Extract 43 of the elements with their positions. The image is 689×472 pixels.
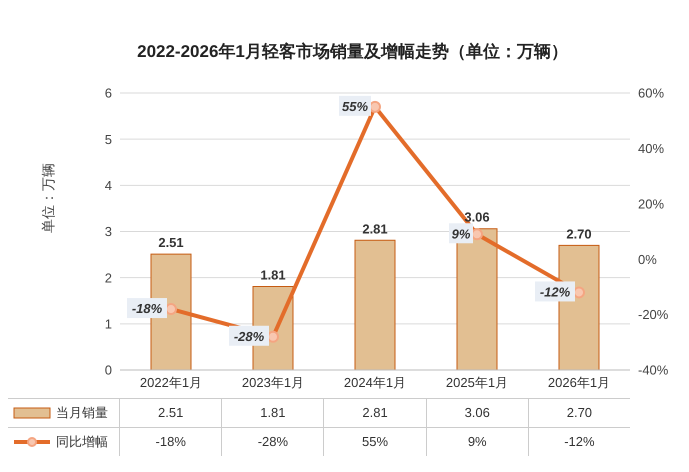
y2-tick-label: 60% xyxy=(638,86,664,101)
data-label: 3.06 xyxy=(426,399,528,427)
data-label: 1.81 xyxy=(221,399,324,427)
x-tick-label: 2025年1月 xyxy=(446,375,508,390)
y2-tick-label: -40% xyxy=(638,362,669,378)
data-label: 2.81 xyxy=(323,399,426,427)
legend-label: 当月销量 xyxy=(56,404,108,422)
data-label: -18% xyxy=(119,428,222,456)
y-tick-label: 6 xyxy=(104,86,112,101)
text: 9% xyxy=(452,226,470,242)
text: 2.51 xyxy=(158,235,184,250)
y-tick-label: 1 xyxy=(104,316,112,332)
text: -12% xyxy=(540,284,570,300)
y-tick-label: 3 xyxy=(104,224,112,240)
chart-title: 2022-2026年1月轻客市场销量及增幅走势（单位：万辆） xyxy=(136,41,569,63)
data-label: 2.51 xyxy=(119,399,222,427)
text: 55% xyxy=(342,98,368,114)
x-tick-label: 2026年1月 xyxy=(548,375,610,390)
y-tick-label: 2 xyxy=(104,270,112,286)
x-tick-label: 2023年1月 xyxy=(242,375,304,390)
data-label: 9% xyxy=(426,428,528,456)
y-tick-label: 4 xyxy=(104,178,112,193)
text: 2.70 xyxy=(566,226,592,242)
text: 2.81 xyxy=(362,221,388,236)
y-axis-title: 单位：万辆 xyxy=(40,163,56,233)
y2-tick-label: 0% xyxy=(638,252,658,267)
text: 3.06 xyxy=(464,210,490,225)
y2-tick-label: -20% xyxy=(638,307,669,322)
y2-tick-label: 20% xyxy=(638,196,664,212)
bar xyxy=(354,240,396,370)
data-label: -28% xyxy=(221,428,324,456)
text: -18% xyxy=(132,301,162,316)
y-tick-label: 5 xyxy=(104,132,112,147)
text: 1.81 xyxy=(260,267,286,282)
y2-tick-label: 40% xyxy=(638,141,664,156)
legend-label: 同比增幅 xyxy=(56,433,108,451)
data-label: 2.70 xyxy=(528,399,630,427)
text: -28% xyxy=(234,328,264,344)
y-tick-label: 0 xyxy=(104,362,112,378)
x-tick-label: 2022年1月 xyxy=(140,375,202,390)
data-label: 55% xyxy=(323,428,426,456)
data-label: -12% xyxy=(528,428,630,456)
x-tick-label: 2024年1月 xyxy=(344,375,406,390)
